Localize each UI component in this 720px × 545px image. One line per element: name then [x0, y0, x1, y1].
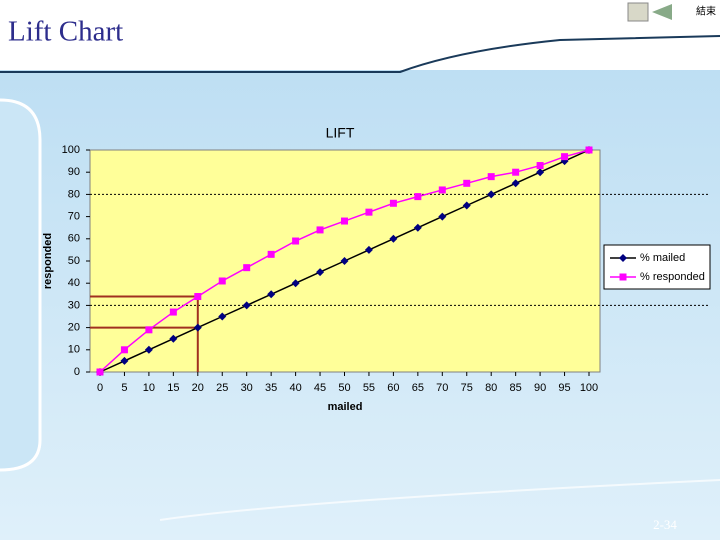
- data-point: [462, 201, 471, 210]
- x-tick-label: 70: [436, 382, 448, 394]
- x-tick-label: 40: [289, 382, 301, 394]
- x-tick-label: 30: [241, 382, 253, 394]
- y-tick-label: 10: [68, 344, 80, 356]
- y-tick-label: 40: [68, 277, 80, 289]
- data-point: [144, 345, 153, 354]
- home-button[interactable]: [627, 2, 649, 22]
- data-point: [536, 168, 545, 177]
- page-number: 2-34: [653, 517, 677, 532]
- x-tick-label: 55: [363, 382, 375, 394]
- y-tick-label: 70: [68, 211, 80, 223]
- header-line: [0, 35, 720, 73]
- x-tick-label: 25: [216, 382, 228, 394]
- data-point: [463, 179, 471, 187]
- data-point: [316, 268, 325, 277]
- x-tick-label: 45: [314, 382, 326, 394]
- data-point: [438, 212, 447, 221]
- legend-label: % responded: [640, 271, 705, 283]
- legend-marker: [619, 273, 627, 281]
- data-point: [561, 153, 569, 161]
- x-tick-label: 10: [143, 382, 155, 394]
- x-tick-label: 65: [412, 382, 424, 394]
- back-button[interactable]: [652, 4, 672, 20]
- data-point: [194, 293, 202, 301]
- x-tick-label: 60: [387, 382, 399, 394]
- data-point: [536, 162, 544, 170]
- data-point: [389, 234, 398, 243]
- data-point: [364, 245, 373, 254]
- y-axis-label: responded: [42, 233, 54, 289]
- plot-area: [89, 149, 601, 373]
- side-panel: [0, 98, 42, 472]
- x-tick-label: 85: [510, 382, 522, 394]
- data-point: [242, 301, 251, 310]
- data-point: [120, 356, 129, 365]
- y-tick-label: 50: [68, 255, 80, 267]
- decor-line: [159, 479, 720, 521]
- x-tick-label: 15: [167, 382, 179, 394]
- data-point: [414, 193, 422, 201]
- legend-label: % mailed: [640, 252, 685, 264]
- x-tick-label: 35: [265, 382, 277, 394]
- slide-title: Lift Chart: [8, 16, 123, 48]
- legend-marker: [619, 254, 627, 262]
- data-point: [193, 323, 202, 332]
- data-point: [218, 312, 227, 321]
- x-tick-label: 75: [461, 382, 473, 394]
- data-point: [292, 237, 300, 245]
- data-point: [267, 250, 275, 258]
- data-point: [169, 334, 178, 343]
- header-band: [0, 0, 720, 70]
- y-tick-label: 80: [68, 188, 80, 200]
- data-point: [487, 190, 496, 199]
- data-point: [389, 199, 397, 207]
- data-point: [96, 368, 104, 376]
- data-point: [340, 257, 349, 265]
- data-point: [267, 290, 276, 299]
- y-tick-label: 60: [68, 233, 80, 245]
- data-point: [413, 223, 422, 232]
- x-tick-label: 95: [558, 382, 570, 394]
- legend-box: [603, 244, 711, 290]
- data-point: [145, 326, 153, 334]
- data-point: [487, 173, 495, 181]
- x-tick-label: 0: [97, 382, 103, 394]
- chart-title: LIFT: [326, 125, 355, 141]
- data-point: [169, 308, 177, 316]
- x-tick-label: 90: [534, 382, 546, 394]
- y-tick-label: 100: [62, 144, 80, 156]
- y-tick-label: 90: [68, 166, 80, 178]
- data-point: [120, 346, 128, 354]
- x-tick-label: 5: [121, 382, 127, 394]
- data-point: [291, 279, 300, 288]
- x-tick-label: 100: [580, 382, 598, 394]
- data-point: [585, 146, 593, 154]
- y-tick-label: 30: [68, 299, 80, 311]
- x-tick-label: 20: [192, 382, 204, 394]
- y-tick-label: 0: [74, 366, 80, 378]
- data-point: [438, 186, 446, 194]
- data-point: [316, 226, 324, 234]
- data-point: [341, 217, 348, 225]
- y-tick-label: 20: [68, 322, 80, 334]
- x-axis-label: mailed: [328, 401, 363, 413]
- data-point: [512, 168, 520, 176]
- data-point: [218, 277, 226, 285]
- x-tick-label: 80: [485, 382, 497, 394]
- data-point: [365, 208, 373, 216]
- data-point: [243, 264, 251, 272]
- data-point: [511, 179, 520, 188]
- end-button[interactable]: 結束: [696, 5, 716, 18]
- x-tick-label: 50: [338, 382, 350, 394]
